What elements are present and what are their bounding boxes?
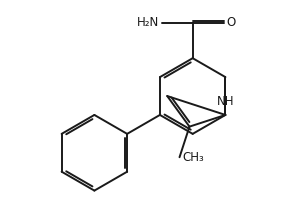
Text: O: O: [227, 16, 236, 29]
Text: CH₃: CH₃: [182, 151, 204, 164]
Text: H₂N: H₂N: [137, 16, 159, 29]
Text: NH: NH: [217, 95, 234, 108]
